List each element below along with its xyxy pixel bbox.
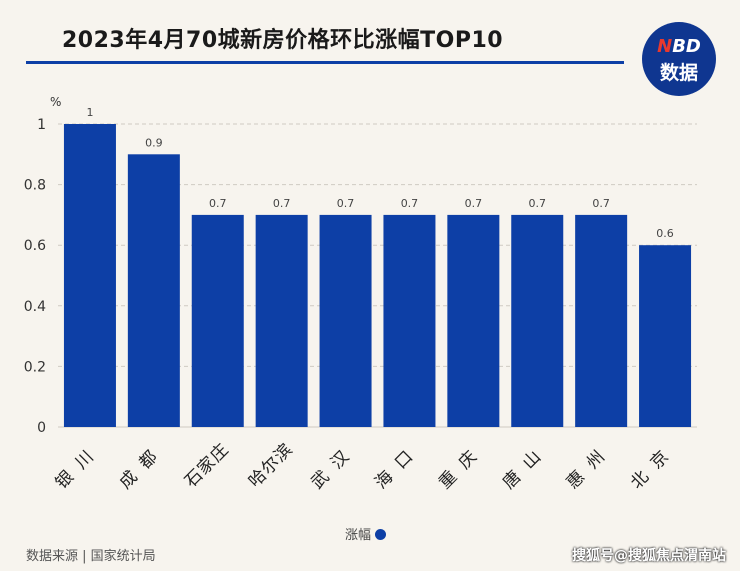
bar	[575, 214, 628, 427]
legend: 涨幅	[345, 524, 387, 543]
x-tick-label: 银川	[52, 439, 106, 493]
y-tick-label: 1	[37, 117, 46, 133]
x-tick-label: 成都	[116, 439, 170, 493]
bar	[511, 214, 564, 427]
svg-text:重庆: 重庆	[435, 439, 489, 493]
svg-text:唐山: 唐山	[498, 439, 552, 493]
data-label: 0.6	[656, 227, 674, 240]
data-label: 0.7	[209, 197, 227, 210]
bar	[639, 245, 692, 427]
nbd-logo: NBD 数据	[642, 22, 716, 96]
x-tick-label: 海口	[371, 439, 425, 493]
svg-text:海口: 海口	[371, 439, 425, 493]
x-tick-label: 唐山	[498, 439, 552, 493]
data-label: 0.7	[273, 197, 291, 210]
source-note: 数据来源 | 国家统计局	[26, 549, 156, 564]
page-title: 2023年4月70城新房价格环比涨幅TOP10	[62, 28, 504, 53]
y-tick-label: 0.4	[24, 299, 46, 315]
logo-top-text: NBD	[657, 36, 701, 57]
legend-swatch	[375, 529, 387, 540]
x-tick-label: 重庆	[435, 439, 489, 493]
svg-text:北京: 北京	[627, 439, 681, 493]
y-tick-label: 0.2	[24, 359, 46, 375]
x-tick-label: 北京	[627, 439, 681, 493]
data-label: 0.7	[337, 197, 355, 210]
x-tick-label: 哈尔滨	[245, 439, 297, 491]
bar	[319, 214, 372, 427]
y-tick-label: 0	[37, 420, 46, 436]
bar	[127, 154, 180, 428]
data-label: 0.7	[401, 197, 419, 210]
svg-text:石家庄: 石家庄	[181, 439, 233, 491]
data-label: 0.7	[592, 197, 610, 210]
data-label: 0.7	[529, 197, 547, 210]
data-label: 1	[86, 106, 93, 119]
data-label: 0.7	[465, 197, 483, 210]
y-tick-label: 0.8	[24, 178, 46, 194]
legend-label: 涨幅	[345, 528, 372, 543]
svg-text:武汉: 武汉	[307, 439, 361, 493]
bar	[255, 214, 308, 427]
x-tick-label: 武汉	[307, 439, 361, 493]
svg-text:哈尔滨: 哈尔滨	[245, 439, 297, 491]
y-axis-unit: %	[50, 95, 61, 109]
title-rule	[26, 61, 624, 64]
svg-text:惠州: 惠州	[563, 439, 617, 493]
y-tick-label: 0.6	[24, 238, 46, 254]
bar-layer	[63, 124, 692, 428]
x-tick-label: 惠州	[563, 439, 617, 493]
logo-bottom-text: 数据	[659, 62, 698, 84]
bar	[447, 214, 500, 427]
svg-text:成都: 成都	[116, 439, 170, 493]
site-watermark: 搜狐号@搜狐焦点渭南站	[572, 548, 726, 564]
svg-text:银川: 银川	[52, 439, 106, 493]
bar	[191, 214, 244, 427]
bar	[63, 124, 116, 427]
bar	[383, 214, 436, 427]
data-label: 0.9	[145, 136, 163, 149]
x-tick-label: 石家庄	[181, 439, 233, 491]
